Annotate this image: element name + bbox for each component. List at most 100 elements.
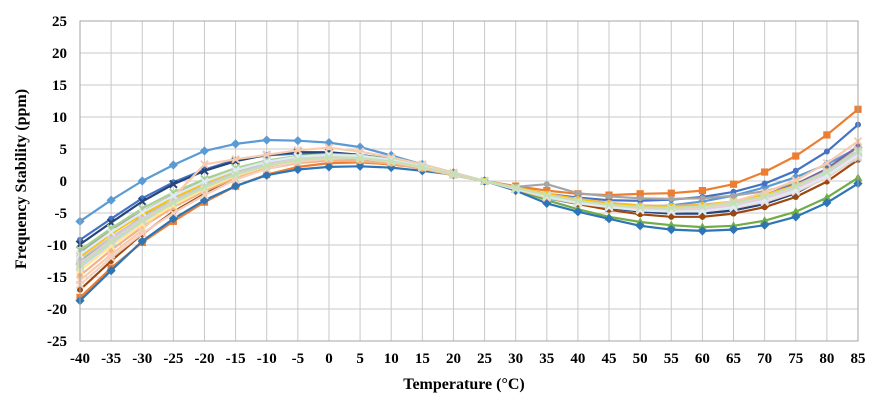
x-tick-label: 5: [356, 351, 364, 367]
x-tick-label: 65: [726, 351, 741, 367]
data-point: [293, 145, 303, 155]
data-point: [699, 195, 706, 202]
series-layer: [75, 105, 863, 306]
data-point: [823, 148, 830, 155]
data-point: [137, 197, 147, 206]
data-point: [792, 167, 799, 174]
data-point: [635, 221, 645, 231]
data-point: [697, 226, 707, 236]
data-point: [729, 180, 738, 188]
data-point: [668, 213, 675, 220]
x-tick-label: 50: [633, 351, 648, 367]
y-tick-label: -25: [47, 334, 67, 350]
x-tick-label: 0: [325, 351, 333, 367]
plot-border: [79, 20, 859, 342]
data-point: [355, 153, 365, 163]
data-point: [761, 168, 769, 176]
y-axis-title: Frequency Stability (ppm): [13, 89, 30, 269]
data-point: [231, 139, 241, 149]
data-point: [324, 138, 334, 148]
data-point: [137, 176, 147, 186]
x-tick-label: -10: [257, 351, 277, 367]
data-point: [137, 236, 147, 246]
y-tick-label: 20: [52, 46, 67, 62]
data-point: [293, 155, 303, 165]
x-tick-label: 10: [384, 351, 399, 367]
x-tick-label: 15: [415, 351, 430, 367]
series-line: [79, 150, 859, 267]
data-point: [822, 193, 832, 202]
x-tick-labels: -40 -35 -30 -25 -20 -15 -10 -5 0 5 10 15 20 25 30 35 40 4…: [70, 351, 866, 367]
data-point: [791, 207, 801, 216]
data-point: [699, 213, 706, 220]
data-point: [729, 198, 738, 208]
data-point: [698, 202, 707, 211]
data-point: [636, 190, 644, 198]
data-point: [822, 167, 832, 177]
x-tick-label: 30: [508, 351, 523, 367]
data-point: [262, 161, 272, 170]
data-point: [169, 179, 178, 189]
data-point: [728, 225, 739, 235]
data-point: [666, 220, 676, 229]
data-point: [137, 208, 147, 217]
x-tick-label: 20: [446, 351, 461, 367]
y-tick-label: 25: [52, 14, 67, 30]
data-point: [106, 195, 116, 205]
data-point: [761, 180, 768, 187]
y-tick-labels: 25 20 15 10 5 0 -5 -10 -15 -20 -25: [47, 14, 67, 350]
data-point: [137, 216, 147, 225]
data-point: [604, 200, 614, 209]
data-point: [542, 190, 552, 200]
data-point: [666, 225, 676, 235]
data-point: [511, 183, 520, 193]
x-tick-label: 60: [695, 351, 710, 367]
data-point: [168, 160, 178, 170]
x-tick-label: 75: [788, 351, 803, 367]
data-point: [449, 169, 458, 179]
data-point: [324, 162, 334, 172]
data-point: [543, 187, 551, 195]
data-point: [106, 266, 116, 276]
data-point: [667, 189, 675, 197]
x-tick-label: -30: [132, 351, 152, 367]
data-point: [293, 164, 303, 175]
data-point: [137, 229, 147, 238]
data-point: [200, 160, 209, 169]
plot-area-border: [79, 20, 859, 342]
x-tick-label: 25: [477, 351, 492, 367]
data-point: [231, 170, 240, 179]
x-tick-label: -5: [292, 351, 305, 367]
data-point: [822, 158, 832, 168]
x-tick-label: -40: [70, 351, 90, 367]
data-point: [418, 162, 427, 172]
data-point: [635, 202, 645, 212]
data-point: [262, 170, 272, 180]
data-point: [324, 143, 334, 153]
y-tick-label: -10: [47, 238, 67, 254]
data-point: [573, 207, 583, 217]
x-tick-label: 35: [539, 351, 554, 367]
x-tick-label: 80: [819, 351, 834, 367]
data-point: [791, 212, 801, 222]
data-point: [543, 181, 550, 188]
data-point: [698, 187, 706, 195]
data-point: [200, 190, 209, 200]
y-tick-label: 10: [52, 110, 67, 126]
data-point: [355, 161, 365, 171]
x-tick-label: -25: [163, 351, 183, 367]
data-point: [262, 135, 272, 145]
data-point: [106, 253, 116, 263]
data-point: [573, 196, 583, 206]
data-point: [730, 192, 737, 199]
data-point: [792, 194, 799, 200]
data-point: [760, 192, 769, 201]
data-point: [822, 198, 832, 208]
data-point: [169, 208, 178, 218]
data-point: [262, 150, 272, 160]
x-tick-label: 40: [570, 351, 585, 367]
data-point: [293, 136, 303, 146]
data-point: [231, 181, 241, 191]
